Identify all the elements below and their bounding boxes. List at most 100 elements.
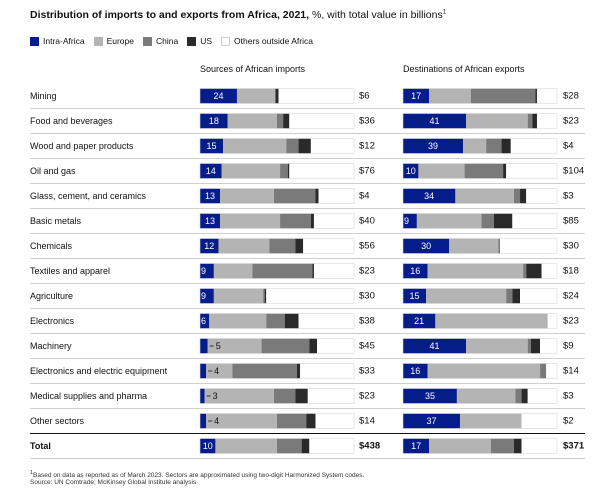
exports-china-segment (527, 113, 533, 129)
row-separator (30, 333, 585, 334)
exports-total-electronics-and-electric-equipment: $14 (563, 366, 579, 377)
exports-us-segment (503, 163, 507, 179)
chart-title: Distribution of imports to and exports f… (30, 9, 446, 21)
imports-bar-outline (199, 438, 355, 454)
exports-us-segment (530, 338, 541, 354)
legend: Intra-Africa Europe China US Others outs… (30, 35, 322, 47)
exports-us-segment (520, 188, 527, 204)
imports-total-agriculture: $30 (359, 291, 375, 302)
imports-bar-agriculture (199, 288, 355, 304)
exports-china-segment (506, 288, 513, 304)
exports-intra-label-total: 17 (411, 441, 421, 451)
imports-europe-segment (207, 338, 262, 354)
exports-us-segment (535, 88, 537, 104)
imports-europe-segment (209, 313, 267, 329)
exports-bar-other-sectors (402, 413, 558, 429)
imports-bar-outline (199, 413, 355, 429)
imports-us-segment (301, 438, 310, 454)
exports-europe-segment (456, 388, 516, 404)
imports-intra-segment (200, 188, 221, 204)
exports-others-segment (526, 188, 557, 204)
imports-europe-segment (206, 413, 277, 429)
imports-others-segment (318, 188, 354, 204)
exports-bar-outline (402, 288, 558, 304)
imports-us-segment (309, 338, 318, 354)
legend-swatch-china (143, 36, 152, 46)
exports-intra-segment (403, 413, 460, 429)
legend-label-intra-africa: Intra-Africa (43, 36, 85, 46)
exports-europe-segment (427, 363, 541, 379)
row-label-oil-and-gas: Oil and gas (30, 166, 76, 176)
imports-bar-outline (199, 88, 355, 104)
imports-europe-segment (220, 188, 274, 204)
imports-others-segment (289, 113, 354, 129)
imports-bar-wood-and-paper-products (199, 138, 355, 154)
exports-bar-textiles-and-apparel (402, 263, 558, 279)
imports-china-segment (273, 188, 316, 204)
exports-bar-outline (402, 263, 558, 279)
exports-intra-label-machinery: 41 (430, 341, 440, 351)
exports-total-chemicals: $30 (563, 241, 579, 252)
imports-others-segment (307, 388, 354, 404)
imports-bar-outline (199, 338, 355, 354)
exports-bar-glass-cement-and-ceramics (402, 188, 558, 204)
footnote-1: 1Based on data as reported as of March 2… (30, 470, 364, 479)
imports-china-segment (273, 388, 296, 404)
imports-china-segment (263, 288, 265, 304)
imports-china-segment (277, 438, 302, 454)
row-separator (30, 433, 585, 434)
exports-intra-label-medical-supplies-and-pharma: 35 (425, 391, 435, 401)
imports-bar-textiles-and-apparel (199, 263, 355, 279)
imports-others-segment (300, 363, 354, 379)
imports-intra-segment (200, 313, 210, 329)
exports-intra-label-textiles-and-apparel: 16 (410, 266, 420, 276)
title-footnote-mark: 1 (442, 9, 447, 16)
imports-bar-outline (199, 238, 355, 254)
legend-label-us: US (200, 36, 213, 46)
exports-intra-segment (403, 313, 436, 329)
footnote-1-text: Based on data as reported as of March 20… (33, 472, 365, 480)
exports-europe-segment (429, 438, 491, 454)
imports-china-segment (280, 213, 311, 229)
legend-swatch-intra-africa (30, 36, 39, 46)
exports-bar-outline (402, 138, 558, 154)
imports-bar-machinery (199, 338, 355, 354)
row-label-wood-and-paper-products: Wood and paper products (30, 141, 134, 151)
exports-europe-segment (416, 213, 482, 229)
exports-europe-segment (449, 238, 499, 254)
imports-bar-electronics (199, 313, 355, 329)
exports-others-segment (536, 88, 557, 104)
imports-us-segment (264, 288, 267, 304)
imports-intra-segment (200, 163, 222, 179)
imports-bar-electronics-and-electric-equipment (199, 363, 355, 379)
row-separator (30, 233, 585, 234)
exports-intra-label-other-sectors: 37 (426, 416, 436, 426)
imports-others-segment (266, 288, 354, 304)
imports-europe-segment (236, 88, 276, 104)
exports-intra-segment (403, 438, 430, 454)
imports-total-electronics: $38 (359, 316, 375, 327)
legend-swatch-us (187, 36, 197, 46)
exports-bar-electronics-and-electric-equipment (402, 363, 558, 379)
imports-others-segment (310, 138, 354, 154)
imports-us-segment (283, 113, 290, 129)
imports-europe-segment (213, 288, 264, 304)
imports-us-segment (312, 263, 314, 279)
imports-others-segment (309, 438, 354, 454)
exports-total-total: $371 (563, 441, 585, 452)
exports-others-segment (527, 388, 557, 404)
imports-intra-segment (200, 363, 207, 379)
imports-us-segment (287, 163, 290, 179)
exports-bar-outline (402, 338, 558, 354)
imports-others-segment (315, 413, 354, 429)
imports-intra-segment (200, 263, 214, 279)
row-separator (30, 358, 585, 359)
exports-bar-outline (402, 438, 558, 454)
exports-bar-outline (402, 113, 558, 129)
exports-total-wood-and-paper-products: $4 (563, 141, 574, 152)
row-label-medical-supplies-and-pharma: Medical supplies and pharma (30, 391, 148, 401)
imports-intra-label-wood-and-paper-products: 15 (207, 141, 217, 151)
exports-us-segment (512, 288, 521, 304)
imports-bar-outline (199, 363, 355, 379)
imports-bar-glass-cement-and-ceramics (199, 188, 355, 204)
